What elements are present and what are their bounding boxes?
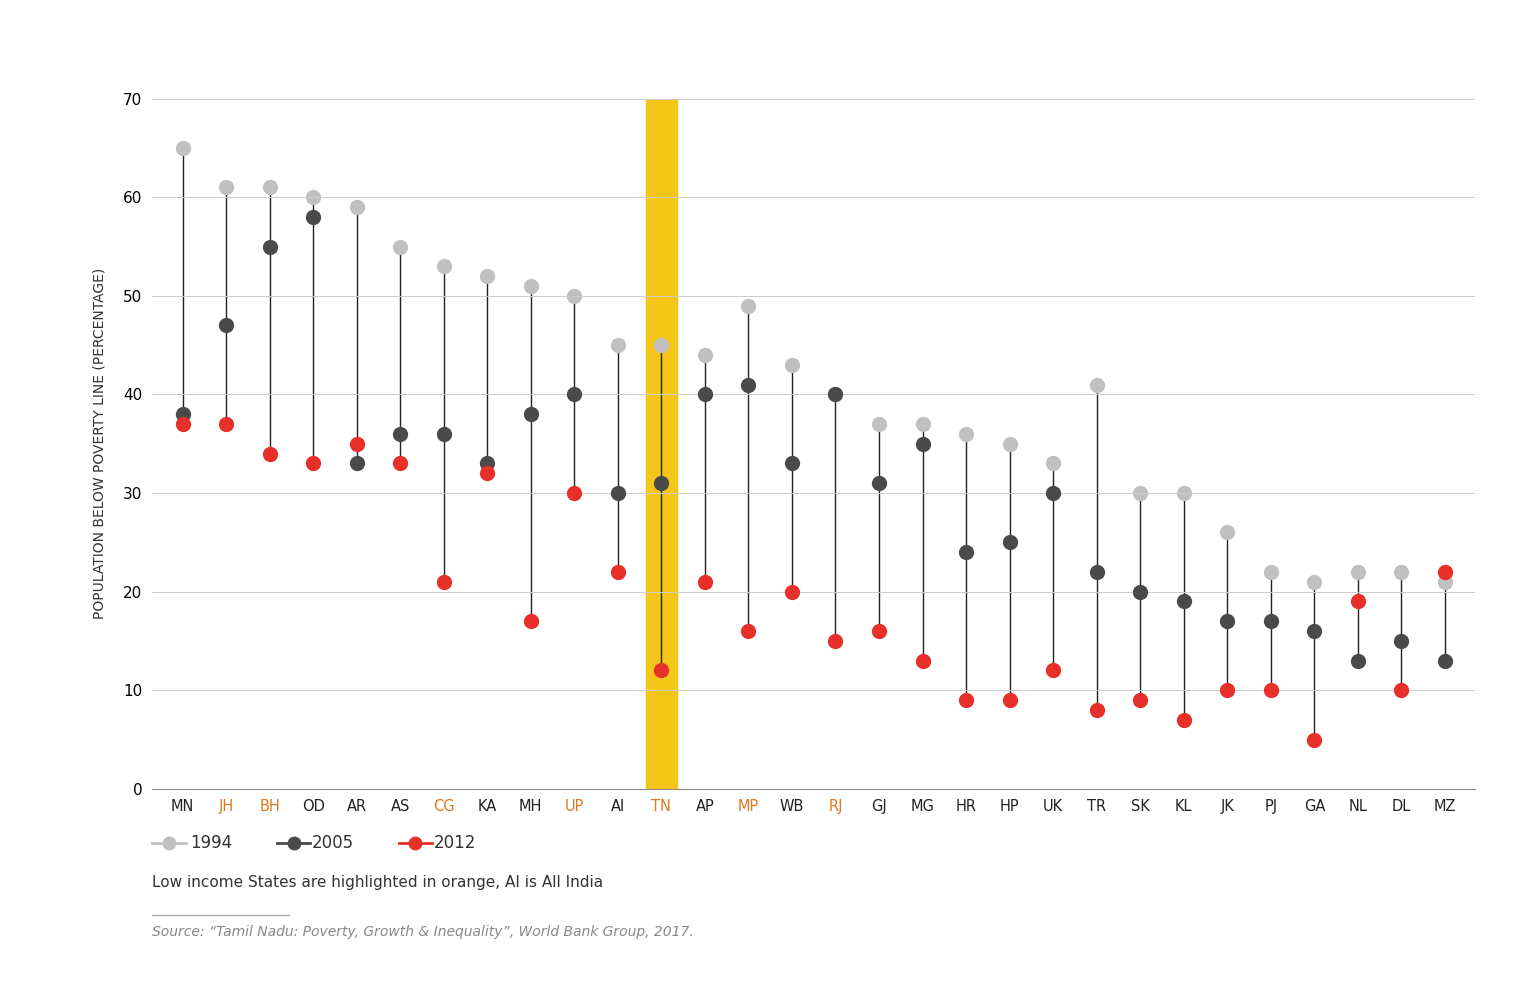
- Text: 2012: 2012: [433, 834, 476, 852]
- Text: Source: “Tamil Nadu: Poverty, Growth & Inequality”, World Bank Group, 2017.: Source: “Tamil Nadu: Poverty, Growth & I…: [152, 925, 694, 939]
- Text: 1994: 1994: [190, 834, 233, 852]
- Text: 2005: 2005: [312, 834, 354, 852]
- Text: Low income States are highlighted in orange, AI is All India: Low income States are highlighted in ora…: [152, 875, 604, 890]
- Bar: [646, 99, 677, 789]
- Y-axis label: POPULATION BELOW POVERTY LINE (PERCENTAGE): POPULATION BELOW POVERTY LINE (PERCENTAG…: [93, 268, 106, 619]
